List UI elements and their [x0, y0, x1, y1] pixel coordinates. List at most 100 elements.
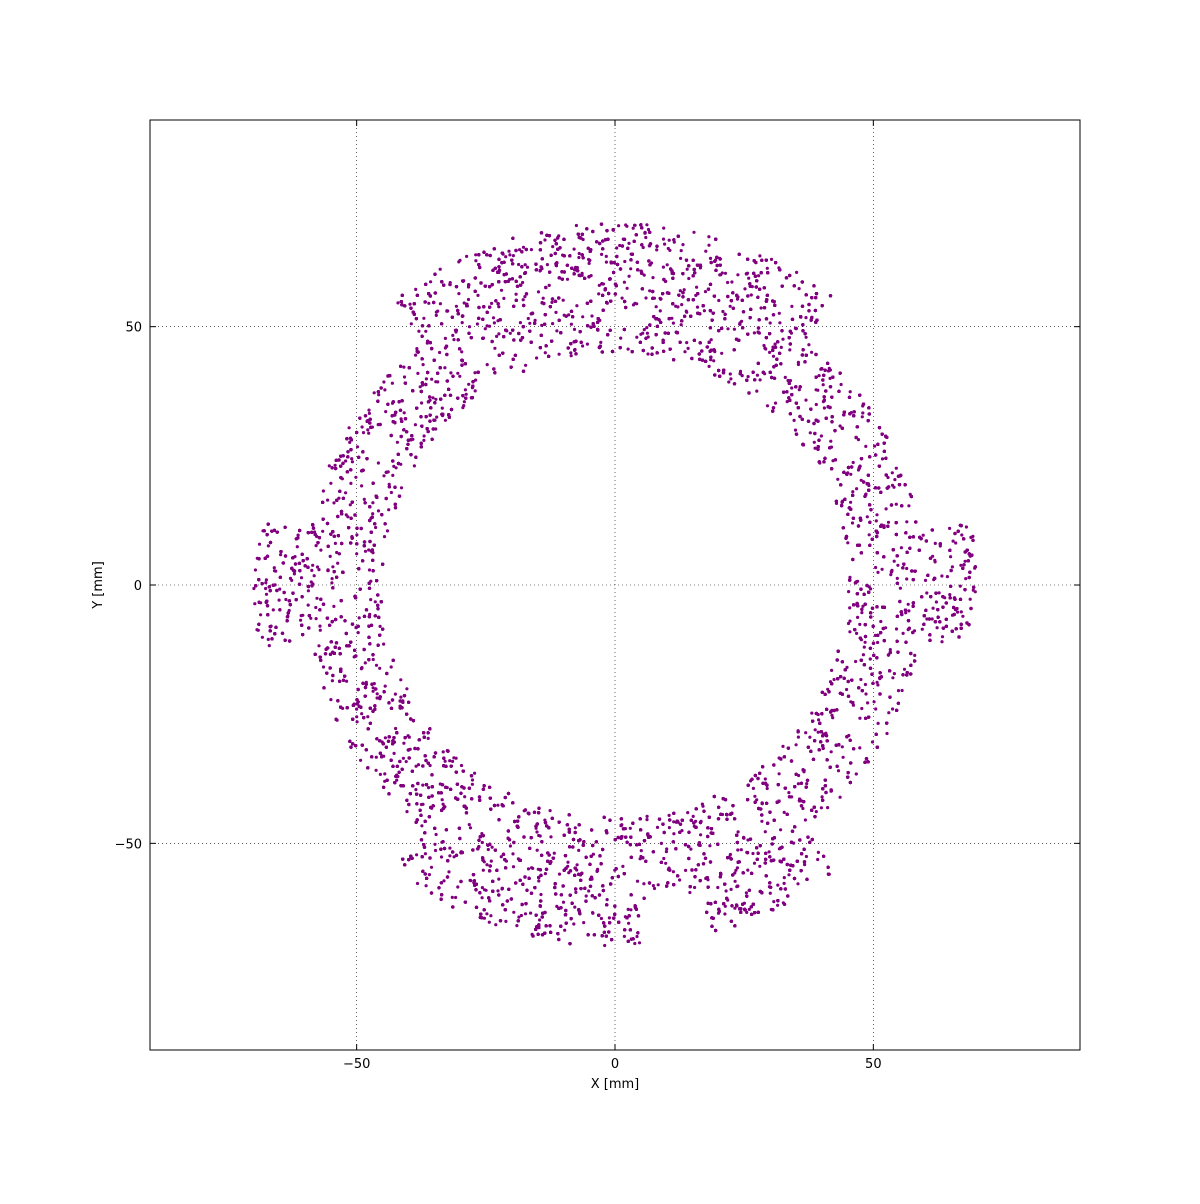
data-point	[417, 763, 420, 766]
data-point	[566, 861, 569, 864]
data-point	[371, 501, 374, 504]
data-point	[582, 921, 585, 924]
data-point	[504, 920, 507, 923]
data-point	[668, 249, 671, 252]
data-point	[464, 388, 467, 391]
data-point	[519, 321, 522, 324]
data-point	[859, 678, 862, 681]
data-point	[399, 696, 402, 699]
data-point	[399, 678, 402, 681]
data-point	[726, 281, 729, 284]
data-point	[334, 464, 337, 467]
data-point	[553, 852, 556, 855]
data-point	[296, 545, 299, 548]
data-point	[779, 828, 782, 831]
data-point	[390, 491, 393, 494]
data-point	[726, 327, 729, 330]
data-point	[368, 568, 371, 571]
data-point	[959, 585, 962, 588]
data-point	[367, 409, 370, 412]
data-point	[816, 858, 819, 861]
data-point	[376, 692, 379, 695]
data-point	[474, 259, 477, 262]
data-point	[483, 917, 486, 920]
data-point	[551, 322, 554, 325]
data-point	[809, 431, 812, 434]
data-point	[329, 555, 332, 558]
data-point	[345, 680, 348, 683]
data-point	[379, 625, 382, 628]
data-point	[382, 643, 385, 646]
data-point	[334, 542, 337, 545]
data-point	[427, 302, 430, 305]
data-point	[377, 461, 380, 464]
data-point	[402, 742, 405, 745]
data-point	[420, 401, 423, 404]
data-point	[685, 341, 688, 344]
data-point	[747, 375, 750, 378]
data-point	[441, 407, 444, 410]
data-point	[662, 266, 665, 269]
data-point	[530, 248, 533, 251]
data-point	[376, 696, 379, 699]
data-point	[783, 882, 786, 885]
data-point	[528, 322, 531, 325]
data-point	[805, 855, 808, 858]
data-point	[778, 312, 781, 315]
data-point	[549, 809, 552, 812]
data-point	[330, 581, 333, 584]
data-point	[469, 879, 472, 882]
data-point	[509, 332, 512, 335]
data-point	[678, 878, 681, 881]
data-point	[790, 386, 793, 389]
data-point	[721, 310, 724, 313]
data-point	[414, 354, 417, 357]
data-point	[784, 376, 787, 379]
data-point	[954, 541, 957, 544]
data-point	[693, 886, 696, 889]
data-point	[881, 457, 884, 460]
data-point	[526, 266, 529, 269]
data-point	[717, 299, 720, 302]
data-point	[384, 410, 387, 413]
data-point	[438, 351, 441, 354]
data-point	[491, 846, 494, 849]
data-point	[405, 760, 408, 763]
data-point	[776, 904, 779, 907]
data-point	[416, 372, 419, 375]
data-point	[497, 305, 500, 308]
data-point	[683, 288, 686, 291]
data-point	[804, 731, 807, 734]
data-point	[354, 476, 357, 479]
data-point	[733, 328, 736, 331]
data-point	[797, 361, 800, 364]
data-point	[448, 759, 451, 762]
data-point	[720, 352, 723, 355]
data-point	[293, 572, 296, 575]
data-point	[768, 351, 771, 354]
data-point	[383, 772, 386, 775]
data-point	[517, 916, 520, 919]
data-point	[876, 571, 879, 574]
data-point	[769, 892, 772, 895]
data-point	[331, 565, 334, 568]
data-point	[562, 299, 565, 302]
data-point	[724, 272, 727, 275]
data-point	[969, 536, 972, 539]
data-point	[701, 803, 704, 806]
data-point	[336, 562, 339, 565]
data-point	[351, 460, 354, 463]
data-point	[413, 464, 416, 467]
data-point	[378, 667, 381, 670]
data-point	[574, 826, 577, 829]
data-point	[778, 321, 781, 324]
data-point	[619, 337, 622, 340]
data-point	[452, 338, 455, 341]
data-point	[934, 542, 937, 545]
data-point	[444, 760, 447, 763]
data-point	[415, 853, 418, 856]
data-point	[931, 617, 934, 620]
data-point	[712, 359, 715, 362]
data-point	[606, 898, 609, 901]
data-point	[360, 484, 363, 487]
